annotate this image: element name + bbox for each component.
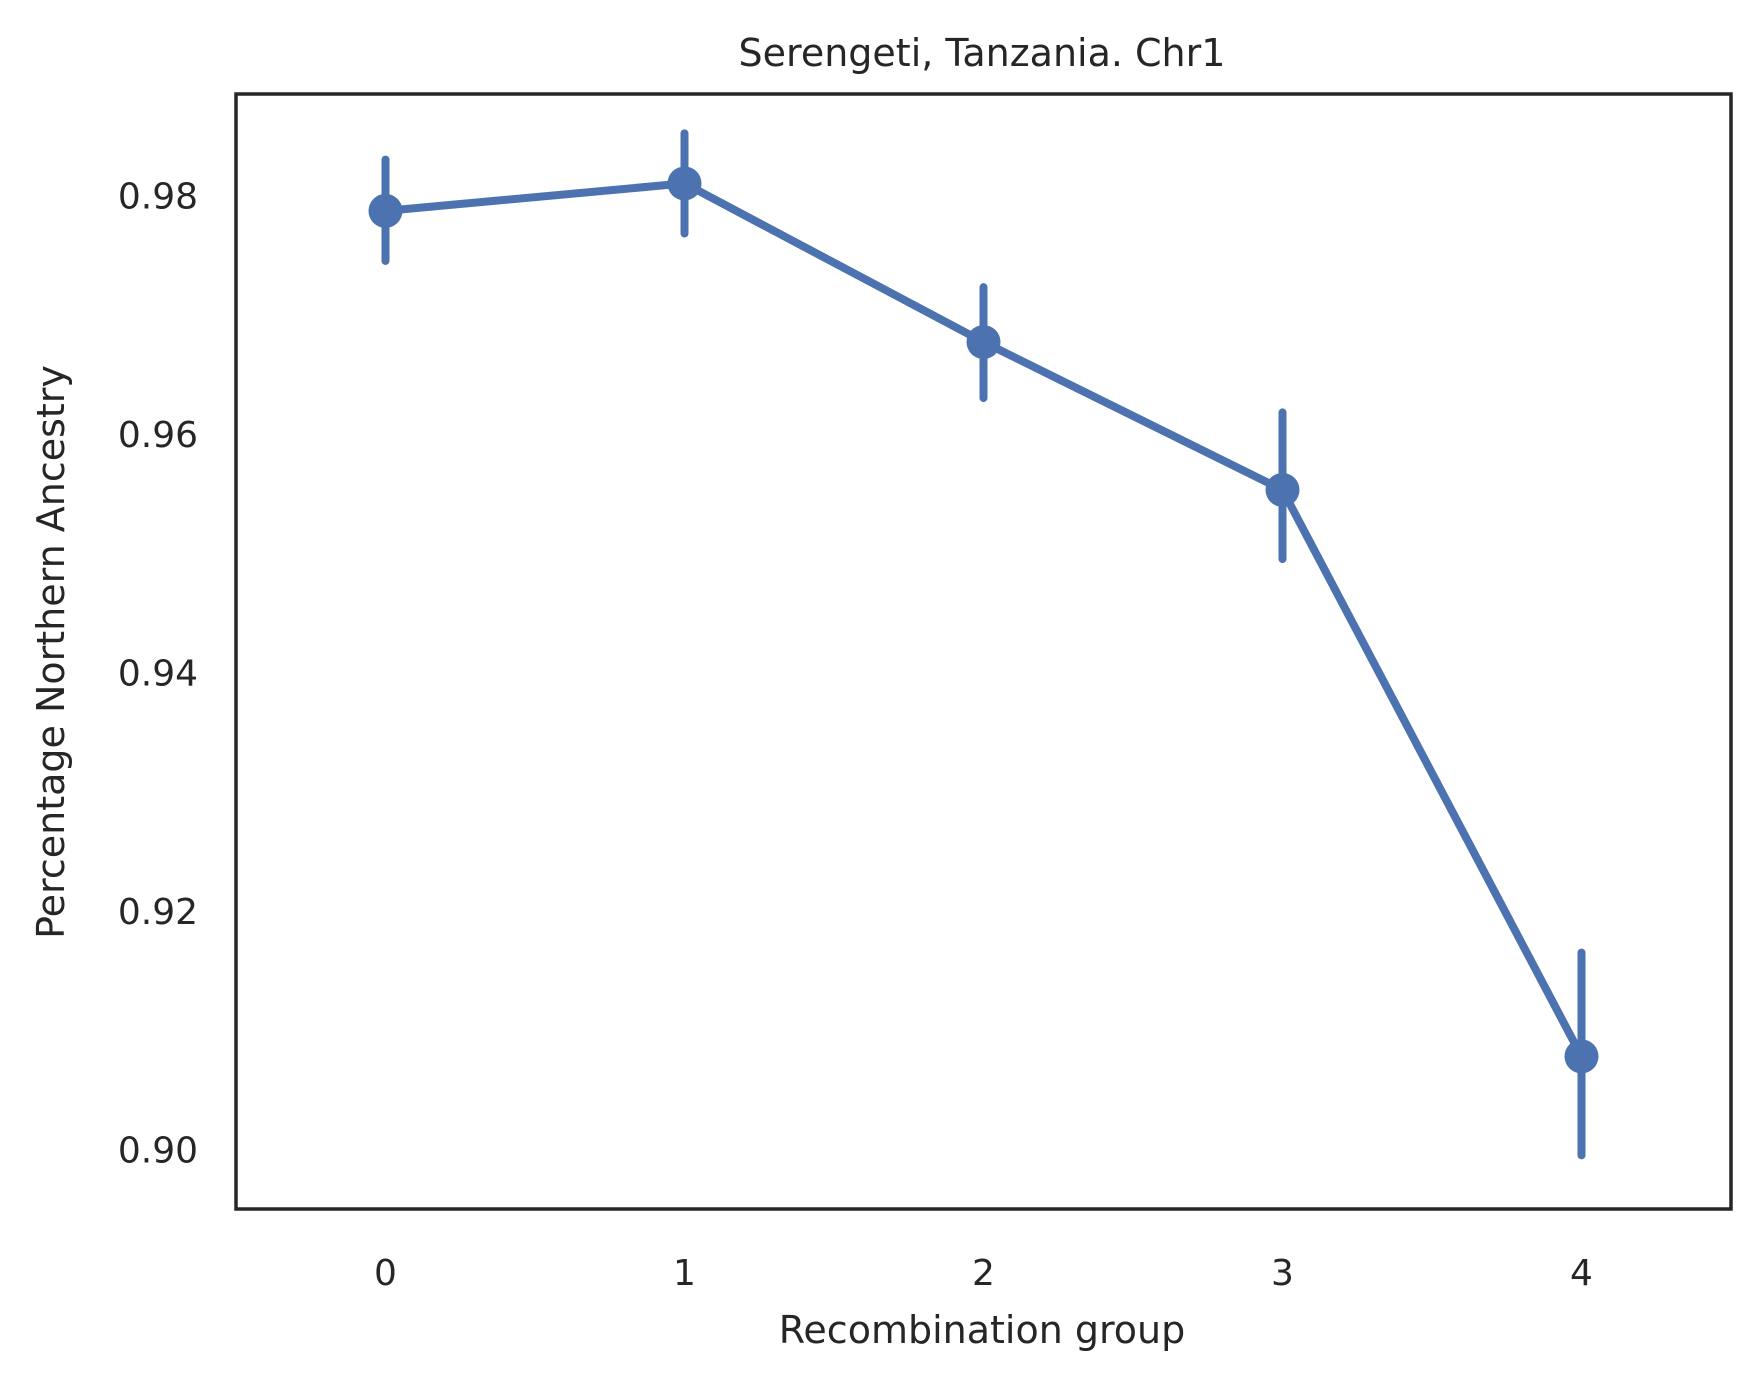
y-tick-label: 0.94	[118, 653, 198, 694]
plot-area	[368, 129, 1599, 1160]
data-point	[966, 325, 1001, 360]
x-axis-ticks: 0 1 2 3 4	[374, 1253, 1593, 1294]
y-tick-label: 0.90	[118, 1130, 198, 1171]
y-axis-label: Percentage Northern Ancestry	[29, 365, 73, 939]
x-tick-label: 2	[972, 1253, 995, 1294]
x-tick-label: 4	[1570, 1253, 1593, 1294]
x-tick-label: 1	[673, 1253, 696, 1294]
x-axis-label: Recombination group	[779, 1308, 1186, 1352]
axes-frame	[234, 92, 1733, 1211]
data-point	[1564, 1039, 1599, 1074]
chart-title: Serengeti, Tanzania. Chr1	[739, 31, 1226, 75]
x-tick-label: 0	[374, 1253, 397, 1294]
data-point	[1265, 472, 1300, 507]
y-axis-ticks: 0.90 0.92 0.94 0.96 0.98	[118, 176, 198, 1171]
y-tick-label: 0.92	[118, 892, 198, 933]
y-tick-label: 0.96	[118, 415, 198, 456]
data-point	[667, 166, 702, 201]
x-tick-label: 3	[1271, 1253, 1294, 1294]
data-point	[368, 193, 403, 228]
y-tick-label: 0.98	[118, 176, 198, 217]
